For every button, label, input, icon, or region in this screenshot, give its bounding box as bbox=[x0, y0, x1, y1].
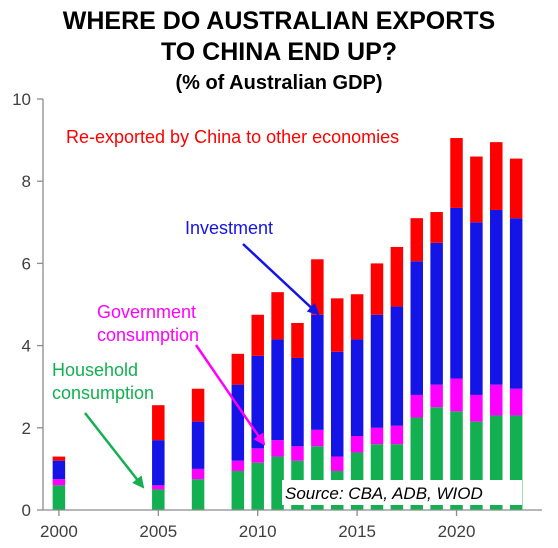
bar-2007-series-3 bbox=[191, 388, 205, 422]
bar-2018-series-3 bbox=[410, 218, 423, 262]
bar-2022-series-1 bbox=[490, 384, 503, 416]
bar-2014-series-1 bbox=[330, 456, 344, 471]
bar-2014-series-2 bbox=[330, 351, 344, 457]
bar-2005-series-0 bbox=[152, 489, 165, 510]
y-tick-label: 0 bbox=[22, 501, 31, 520]
annotation-household-line1: Household bbox=[52, 360, 138, 380]
bar-2023-series-1 bbox=[509, 388, 523, 416]
bar-2021-series-1 bbox=[470, 394, 483, 422]
bar-2011-series-3 bbox=[271, 292, 284, 340]
bar-2020-series-2 bbox=[450, 207, 463, 379]
bar-2009-series-0 bbox=[231, 470, 245, 510]
bar-2007-series-1 bbox=[191, 468, 205, 480]
bar-2013-series-1 bbox=[311, 429, 324, 447]
bar-2010-series-0 bbox=[251, 462, 264, 510]
chart-title-line2: TO CHINA END UP? bbox=[160, 38, 398, 66]
bar-2005-series-3 bbox=[152, 405, 165, 441]
bar-2017-series-2 bbox=[390, 306, 404, 426]
bar-2013-series-2 bbox=[311, 314, 324, 430]
annotation-government-line2: consumption bbox=[97, 325, 199, 345]
x-tick-label: 2000 bbox=[40, 522, 78, 541]
bar-2023-series-3 bbox=[509, 158, 523, 219]
bar-2011-series-0 bbox=[271, 456, 284, 510]
bar-2015-series-2 bbox=[350, 339, 364, 437]
bar-2021-series-3 bbox=[470, 156, 483, 223]
bar-2009-series-2 bbox=[231, 384, 245, 461]
x-tick-label: 2005 bbox=[139, 522, 177, 541]
bar-2010-series-2 bbox=[251, 355, 264, 449]
y-tick-label: 4 bbox=[22, 337, 31, 356]
bar-2012-series-1 bbox=[291, 446, 304, 461]
bar-2022-series-3 bbox=[490, 142, 503, 210]
bar-2021-series-2 bbox=[470, 222, 483, 395]
bar-2017-series-3 bbox=[390, 246, 404, 307]
bars-group bbox=[52, 138, 523, 510]
arrow-household bbox=[84, 412, 145, 489]
bar-2019-series-2 bbox=[430, 242, 443, 385]
bar-2013-series-3 bbox=[311, 259, 324, 315]
axes-group bbox=[37, 98, 542, 516]
annotation-investment: Investment bbox=[185, 218, 273, 238]
bar-2019-series-3 bbox=[430, 212, 443, 243]
source-text: Source: CBA, ADB, WIOD bbox=[285, 484, 483, 503]
bar-2007-series-2 bbox=[191, 421, 205, 469]
bar-2000-series-2 bbox=[52, 460, 66, 480]
bar-2017-series-1 bbox=[390, 425, 404, 445]
arrow-investment bbox=[242, 243, 320, 316]
bar-2014-series-3 bbox=[330, 298, 344, 352]
bar-2022-series-2 bbox=[490, 209, 503, 385]
chart-subtitle: (% of Australian GDP) bbox=[175, 72, 383, 94]
bar-2009-series-1 bbox=[231, 460, 245, 471]
bar-2000-series-1 bbox=[52, 479, 66, 486]
x-tick-label: 2010 bbox=[239, 522, 277, 541]
y-tick-label: 10 bbox=[12, 90, 31, 109]
source-box bbox=[282, 480, 522, 505]
x-tick-label: 2020 bbox=[438, 522, 476, 541]
bar-2010-series-1 bbox=[251, 448, 264, 463]
tick-labels-group: 0 2 4 6 8 10 2000 2005 2010 2015 2020 bbox=[12, 90, 475, 541]
chart-title-line1: WHERE DO AUSTRALIAN EXPORTS bbox=[62, 7, 496, 35]
bar-2000-series-0 bbox=[52, 485, 66, 510]
bar-2005-series-2 bbox=[152, 440, 165, 486]
bar-2012-series-2 bbox=[291, 357, 304, 447]
bar-2018-series-2 bbox=[410, 261, 423, 395]
bar-2005-series-1 bbox=[152, 485, 165, 490]
bar-2011-series-2 bbox=[271, 339, 284, 441]
bar-2020-series-3 bbox=[450, 138, 463, 208]
annotation-government-line1: Government bbox=[97, 302, 196, 322]
bar-2012-series-3 bbox=[291, 323, 304, 358]
bar-2019-series-1 bbox=[430, 384, 443, 408]
bar-2000-series-3 bbox=[52, 456, 66, 461]
annotation-household-line2: consumption bbox=[52, 383, 154, 403]
bar-2023-series-2 bbox=[509, 218, 523, 389]
bar-2015-series-1 bbox=[350, 436, 364, 453]
bar-2016-series-3 bbox=[370, 263, 384, 315]
bar-2011-series-1 bbox=[271, 440, 284, 457]
bar-2016-series-1 bbox=[370, 427, 384, 445]
bar-2010-series-3 bbox=[251, 314, 264, 356]
bar-2016-series-2 bbox=[370, 314, 384, 428]
bar-2015-series-3 bbox=[350, 294, 364, 340]
x-tick-label: 2015 bbox=[338, 522, 376, 541]
bar-2007-series-0 bbox=[191, 479, 205, 510]
y-tick-label: 6 bbox=[22, 254, 31, 273]
arrow-government bbox=[194, 344, 266, 446]
y-tick-label: 8 bbox=[22, 172, 31, 191]
bar-2018-series-1 bbox=[410, 394, 423, 418]
bar-2020-series-1 bbox=[450, 378, 463, 412]
annotation-reexport: Re-exported by China to other economies bbox=[66, 127, 399, 147]
bar-2009-series-3 bbox=[231, 353, 245, 385]
y-tick-label: 2 bbox=[22, 419, 31, 438]
